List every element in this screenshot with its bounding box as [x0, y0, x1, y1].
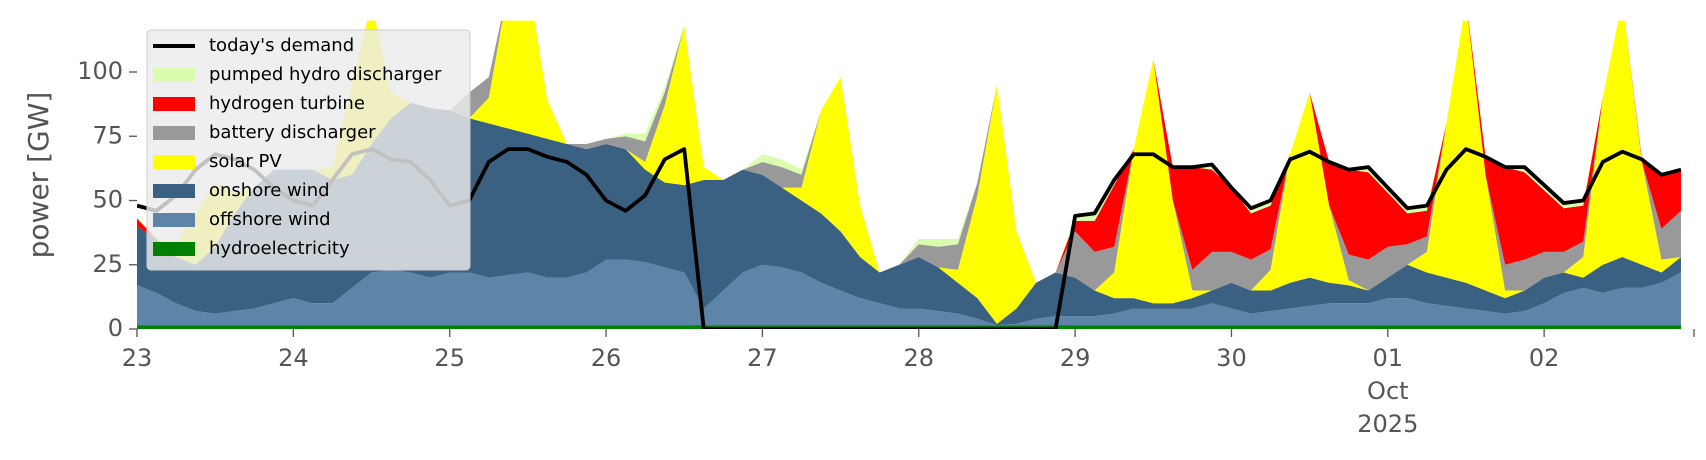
y-tick-label: 25	[92, 250, 123, 278]
legend-swatch	[153, 68, 195, 82]
area	[137, 325, 1681, 329]
x-tick-label-line: 24	[278, 344, 309, 372]
x-tick-label: 30	[1216, 344, 1247, 372]
x-tick-label-line: 27	[747, 344, 778, 372]
y-tick-label: 0	[108, 314, 123, 342]
x-tick-label: 24	[278, 344, 309, 372]
legend-label: hydrogen turbine	[209, 93, 365, 114]
x-tick-label: 26	[591, 344, 622, 372]
x-tick-label-line: 26	[591, 344, 622, 372]
legend-label: solar PV	[209, 151, 282, 172]
plot-area	[137, 20, 1682, 329]
legend-label: battery discharger	[209, 122, 376, 143]
legend-label: onshore wind	[209, 180, 330, 201]
y-tick-label: 100	[77, 57, 123, 85]
legend-box	[146, 29, 471, 271]
x-tick-label: 27	[747, 344, 778, 372]
legend-swatch	[153, 184, 195, 198]
legend: today's demand pumped hydro discharger hyd…	[146, 29, 471, 271]
area	[137, 20, 1681, 291]
axes: 0 25 50 75 100 23 24 25 26 27 28 29 30 01 Oct 2025 02	[77, 57, 1695, 438]
x-tick-label: 25	[434, 344, 465, 372]
x-tick-label: 01 Oct 2025	[1357, 344, 1418, 438]
x-tick-label-line: 01	[1373, 344, 1404, 372]
legend-label: pumped hydro discharger	[209, 64, 442, 85]
x-tick-label-line: 29	[1060, 344, 1091, 372]
y-axis-label: power [GW]	[22, 92, 55, 259]
legend-swatch	[153, 97, 195, 111]
x-tick-label: 23	[122, 344, 153, 372]
x-tick-label-line: 30	[1216, 344, 1247, 372]
legend-label: today's demand	[209, 35, 354, 56]
x-tick-label-line: 23	[122, 344, 153, 372]
x-tick-label-line: Oct	[1367, 377, 1409, 405]
legend-label: offshore wind	[209, 209, 331, 230]
x-tick-label: 02	[1529, 344, 1560, 372]
y-tick-label: 50	[92, 186, 123, 214]
area	[137, 259, 1681, 326]
x-tick-label-line: 2025	[1357, 410, 1418, 438]
legend-label: hydroelectricity	[209, 238, 350, 259]
area	[137, 20, 1681, 324]
legend-swatch	[153, 242, 195, 256]
x-tick-label: 29	[1060, 344, 1091, 372]
x-tick-label-line: 02	[1529, 344, 1560, 372]
x-tick-label-line: 28	[903, 344, 934, 372]
x-tick-label-line: 25	[434, 344, 465, 372]
area	[137, 102, 1681, 326]
x-tick-label: 28	[903, 344, 934, 372]
y-tick-label: 75	[92, 121, 123, 149]
legend-swatch	[153, 213, 195, 227]
legend-swatch	[153, 126, 195, 140]
legend-swatch	[153, 155, 195, 169]
area	[137, 20, 1681, 283]
